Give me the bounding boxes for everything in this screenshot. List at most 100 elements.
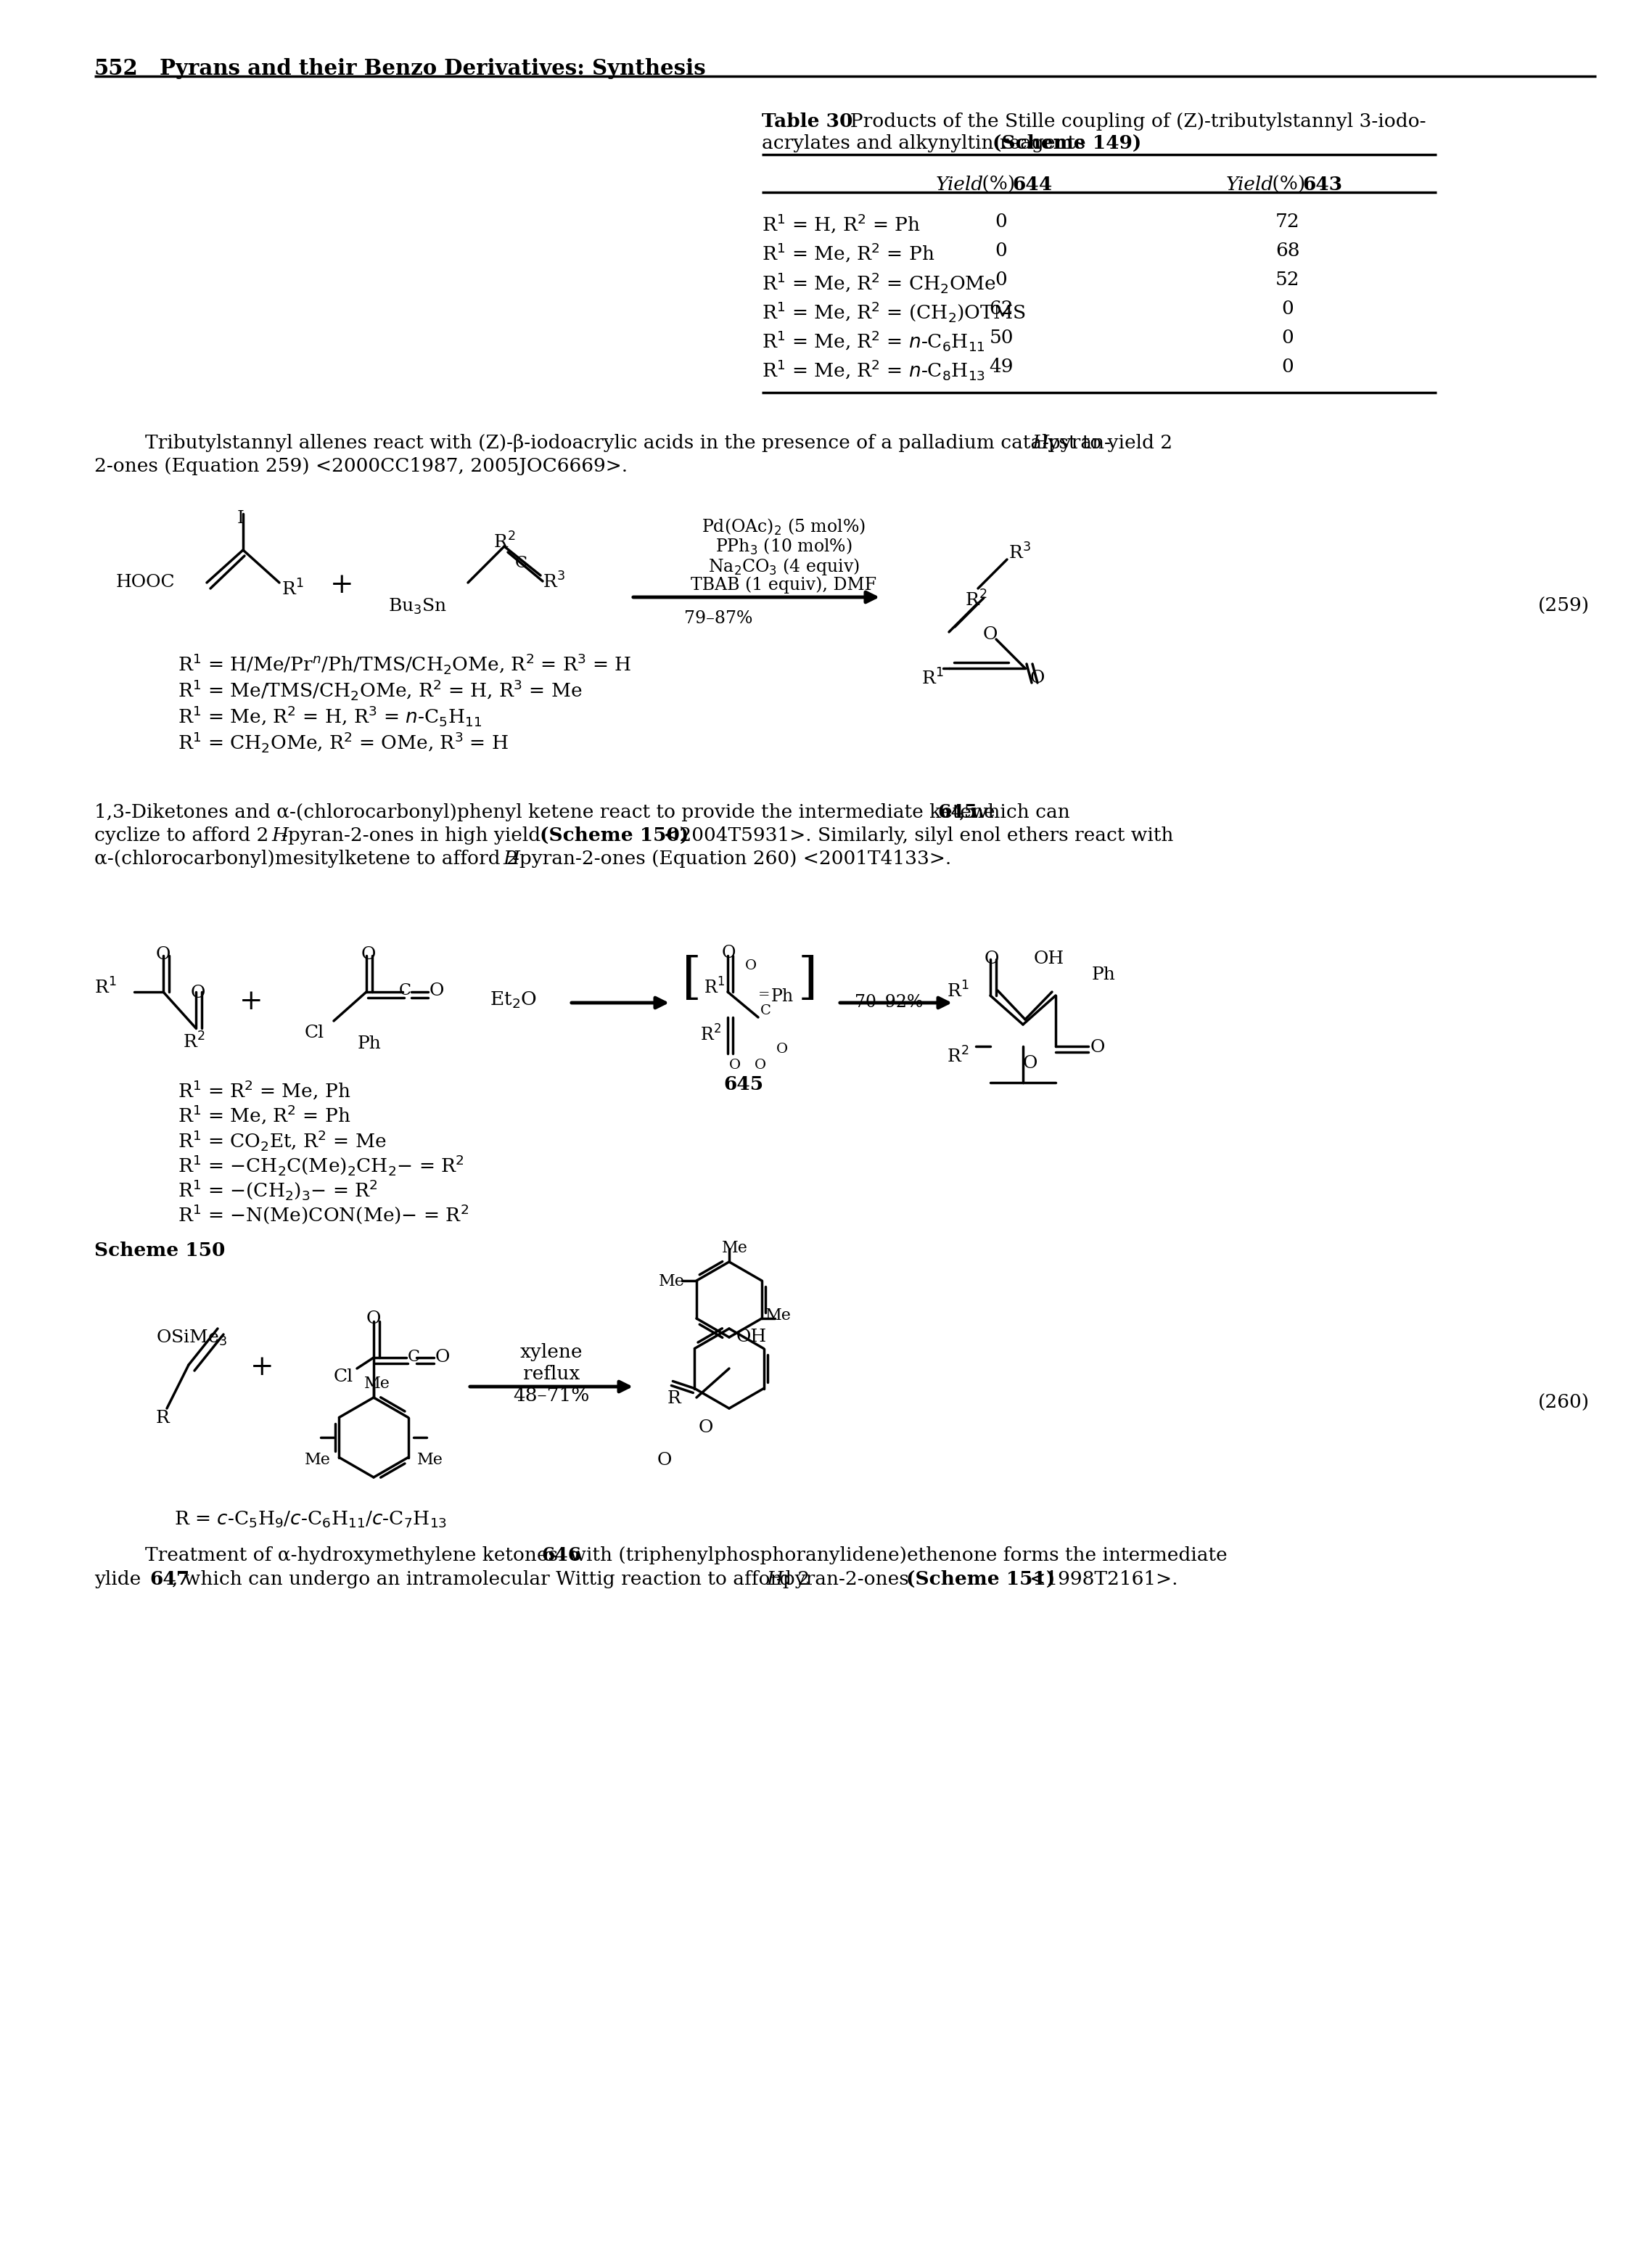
Text: H: H xyxy=(1032,435,1049,453)
Text: R$^3$: R$^3$ xyxy=(1008,543,1031,563)
Text: R$^1$ = Me, R$^2$ = $n$-C$_8$H$_{13}$: R$^1$ = Me, R$^2$ = $n$-C$_8$H$_{13}$ xyxy=(762,358,985,381)
Text: <2004T5931>. Similarly, silyl enol ethers react with: <2004T5931>. Similarly, silyl enol ether… xyxy=(657,827,1173,845)
Text: O: O xyxy=(699,1419,714,1435)
Text: Treatment of α-hydroxymethylene ketones: Treatment of α-hydroxymethylene ketones xyxy=(145,1546,563,1564)
Text: R$^1$ = CO$_2$Et, R$^2$ = Me: R$^1$ = CO$_2$Et, R$^2$ = Me xyxy=(178,1129,387,1151)
Text: 52: 52 xyxy=(1275,270,1300,288)
Text: 647: 647 xyxy=(149,1570,190,1588)
Text: Et$_2$O: Et$_2$O xyxy=(489,989,537,1009)
Text: (259): (259) xyxy=(1538,597,1589,615)
Text: 72: 72 xyxy=(1275,212,1300,230)
Text: R$^1$: R$^1$ xyxy=(704,978,725,998)
Text: R$^1$: R$^1$ xyxy=(94,978,117,998)
Text: 643: 643 xyxy=(1302,176,1343,194)
Text: OH: OH xyxy=(1034,951,1064,967)
Text: O: O xyxy=(657,1451,672,1469)
Text: [: [ xyxy=(682,955,702,1005)
Text: (Scheme 149): (Scheme 149) xyxy=(993,135,1142,153)
Text: O: O xyxy=(362,946,377,962)
Text: 0: 0 xyxy=(995,212,1008,230)
Text: (%): (%) xyxy=(976,176,1021,194)
Text: 1,3-Diketones and α-(chlorocarbonyl)phenyl ketene react to provide the intermedi: 1,3-Diketones and α-(chlorocarbonyl)phen… xyxy=(94,804,1001,822)
Text: R$^1$ = Me, R$^2$ = CH$_2$OMe: R$^1$ = Me, R$^2$ = CH$_2$OMe xyxy=(762,270,996,295)
Text: Yield: Yield xyxy=(1226,176,1274,194)
Text: O: O xyxy=(776,1043,788,1057)
Text: R$^1$ = Me, R$^2$ = (CH$_2$)OTMS: R$^1$ = Me, R$^2$ = (CH$_2$)OTMS xyxy=(762,300,1026,322)
Text: Scheme 150: Scheme 150 xyxy=(94,1241,225,1259)
Text: Me: Me xyxy=(722,1239,748,1255)
Text: Ph: Ph xyxy=(358,1036,382,1052)
Text: 68: 68 xyxy=(1275,241,1300,259)
Text: R$^2$: R$^2$ xyxy=(700,1025,720,1045)
Text: OSiMe$_3$: OSiMe$_3$ xyxy=(155,1329,226,1347)
Text: Cl: Cl xyxy=(334,1368,354,1386)
Text: R$^1$ = Me, R$^2$ = $n$-C$_6$H$_{11}$: R$^1$ = Me, R$^2$ = $n$-C$_6$H$_{11}$ xyxy=(762,329,985,354)
Text: R$^2$: R$^2$ xyxy=(965,590,986,611)
Text: O: O xyxy=(155,946,170,962)
Text: R$^1$: R$^1$ xyxy=(947,980,970,1000)
Text: Me: Me xyxy=(363,1377,390,1392)
Text: +: + xyxy=(240,989,263,1016)
Text: xylene: xylene xyxy=(520,1343,583,1361)
Text: ]: ] xyxy=(798,955,818,1005)
Text: -pyran-2-ones: -pyran-2-ones xyxy=(776,1570,915,1588)
Text: O: O xyxy=(430,982,444,998)
Text: , which can: , which can xyxy=(960,804,1070,822)
Text: O: O xyxy=(985,951,999,967)
Text: (260): (260) xyxy=(1538,1395,1589,1413)
Text: 48–71%: 48–71% xyxy=(514,1386,590,1406)
Text: Ph: Ph xyxy=(1092,967,1115,982)
Text: 2-ones (Equation 259) <2000CC1987, 2005JOC6669>.: 2-ones (Equation 259) <2000CC1987, 2005J… xyxy=(94,457,628,475)
Text: H: H xyxy=(271,827,287,845)
Text: R$^1$: R$^1$ xyxy=(281,579,304,599)
Text: R$^1$: R$^1$ xyxy=(922,669,943,687)
Text: O: O xyxy=(192,985,205,1000)
Text: 50: 50 xyxy=(990,329,1013,347)
Text: O: O xyxy=(1031,669,1046,687)
Text: R$^1$ = $-$(CH$_2$)$_3$$-$ = R$^2$: R$^1$ = $-$(CH$_2$)$_3$$-$ = R$^2$ xyxy=(178,1178,378,1201)
Text: 0: 0 xyxy=(995,270,1008,288)
Text: ylide: ylide xyxy=(94,1570,147,1588)
Text: Me: Me xyxy=(765,1307,791,1323)
Text: 70–92%: 70–92% xyxy=(854,994,923,1012)
Text: (%): (%) xyxy=(1265,176,1312,194)
Text: Na$_2$CO$_3$ (4 equiv): Na$_2$CO$_3$ (4 equiv) xyxy=(707,556,859,577)
Text: -pyran-: -pyran- xyxy=(1042,435,1112,453)
Text: reflux: reflux xyxy=(524,1365,580,1383)
Text: acrylates and alkynyltin reagents: acrylates and alkynyltin reagents xyxy=(762,135,1090,153)
Text: <1998T2161>.: <1998T2161>. xyxy=(1024,1570,1178,1588)
Text: O: O xyxy=(436,1350,449,1365)
Text: Me: Me xyxy=(304,1451,330,1469)
Text: O: O xyxy=(983,626,998,642)
Text: R$^1$ = $-$N(Me)CON(Me)$-$ = R$^2$: R$^1$ = $-$N(Me)CON(Me)$-$ = R$^2$ xyxy=(178,1203,469,1226)
Text: -pyran-2-ones in high yield: -pyran-2-ones in high yield xyxy=(281,827,547,845)
Text: Me: Me xyxy=(659,1273,686,1289)
Text: +: + xyxy=(251,1354,274,1381)
Text: TBAB (1 equiv), DMF: TBAB (1 equiv), DMF xyxy=(691,577,877,593)
Text: H: H xyxy=(767,1570,783,1588)
Text: C: C xyxy=(408,1350,420,1365)
Text: H: H xyxy=(502,849,519,867)
Text: R = $c$-C$_5$H$_9$/$c$-C$_6$H$_{11}$/$c$-C$_7$H$_{13}$: R = $c$-C$_5$H$_9$/$c$-C$_6$H$_{11}$/$c$… xyxy=(173,1510,448,1530)
Text: -pyran-2-ones (Equation 260) <2001T4133>.: -pyran-2-ones (Equation 260) <2001T4133>… xyxy=(512,849,952,867)
Text: (Scheme 151): (Scheme 151) xyxy=(907,1570,1056,1588)
Text: O: O xyxy=(755,1059,767,1072)
Text: 0: 0 xyxy=(1282,358,1294,376)
Text: PPh$_3$ (10 mol%): PPh$_3$ (10 mol%) xyxy=(715,536,852,556)
Text: 62: 62 xyxy=(990,300,1013,318)
Text: R$^2$: R$^2$ xyxy=(947,1045,968,1066)
Text: Pd(OAc)$_2$ (5 mol%): Pd(OAc)$_2$ (5 mol%) xyxy=(702,518,866,536)
Text: cyclize to afford 2: cyclize to afford 2 xyxy=(94,827,269,845)
Text: α-(chlorocarbonyl)mesitylketene to afford 2: α-(chlorocarbonyl)mesitylketene to affor… xyxy=(94,849,519,867)
Text: Bu$_3$Sn: Bu$_3$Sn xyxy=(388,597,448,615)
Text: R: R xyxy=(667,1390,681,1406)
Text: 0: 0 xyxy=(1282,300,1294,318)
Text: C: C xyxy=(515,554,527,570)
Text: 0: 0 xyxy=(995,241,1008,259)
Text: R$^1$ = Me, R$^2$ = H, R$^3$ = $n$-C$_5$H$_{11}$: R$^1$ = Me, R$^2$ = H, R$^3$ = $n$-C$_5$… xyxy=(178,703,482,728)
Text: O: O xyxy=(745,960,757,973)
Text: OH: OH xyxy=(737,1329,767,1345)
Text: 0: 0 xyxy=(1282,329,1294,347)
Text: 552: 552 xyxy=(94,59,139,79)
Text: 645: 645 xyxy=(724,1075,763,1093)
